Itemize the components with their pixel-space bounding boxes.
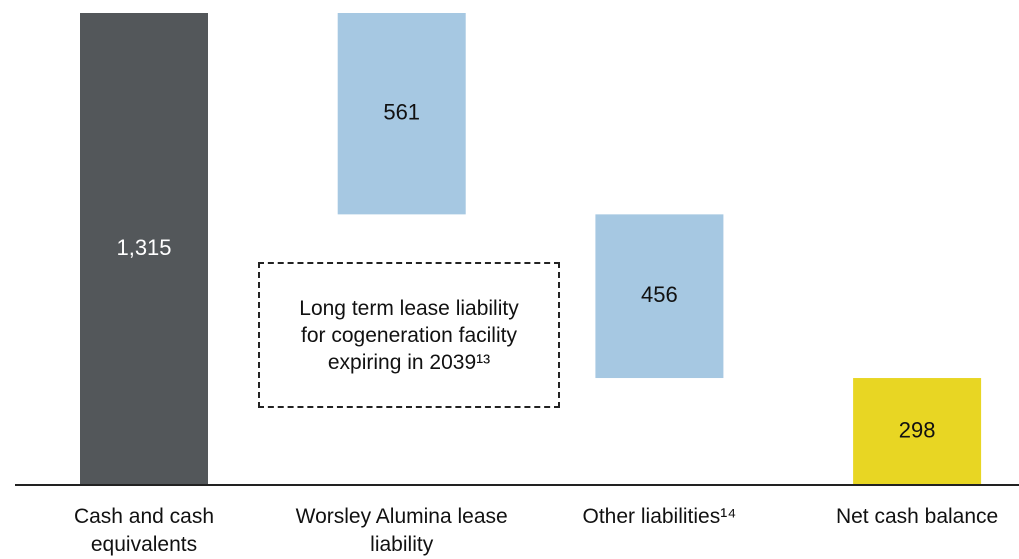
bar	[337, 13, 466, 215]
value-label: 561	[383, 99, 420, 124]
category-label: Worsley Alumina lease liability	[295, 505, 508, 556]
value-label: 456	[641, 282, 678, 307]
category-label: Net cash balance	[835, 505, 999, 528]
annotation-box: Long term lease liability for cogenerati…	[258, 262, 560, 408]
annotation: Long term lease liability for cogenerati…	[299, 296, 519, 374]
value-label: 1,315	[116, 235, 171, 260]
category-label: Other liabilities¹⁴	[582, 505, 737, 528]
bar	[80, 13, 208, 485]
category-label: Cash and cash equivalents	[73, 505, 215, 556]
bar	[595, 214, 724, 379]
value-label: 298	[899, 417, 936, 442]
bar	[853, 378, 982, 485]
